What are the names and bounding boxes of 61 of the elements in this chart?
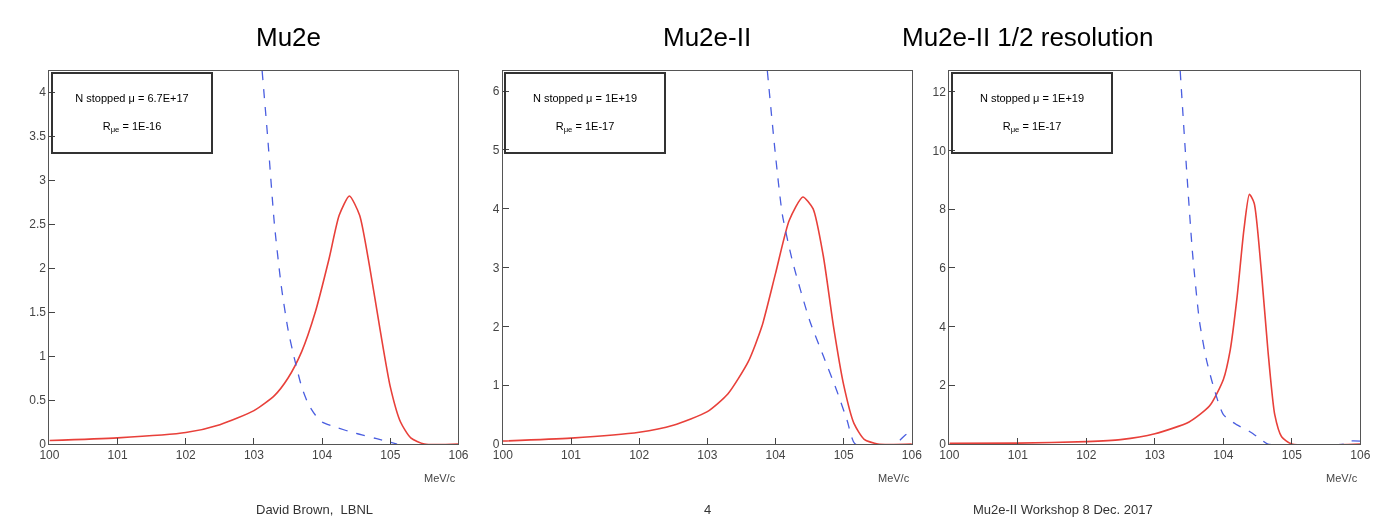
x-tick-label: 102 [629, 448, 650, 463]
x-tick-label: 104 [312, 448, 333, 463]
y-tick-label: 1 [492, 378, 500, 393]
x-tick-label: 106 [448, 448, 469, 463]
y-tick-label: 10 [932, 143, 947, 158]
x-tick-label: 102 [175, 448, 197, 463]
chart-title: Mu2e-II [663, 22, 752, 52]
x-tick-label: 100 [492, 448, 514, 463]
chart-title: Mu2e [256, 22, 322, 52]
y-tick-label: 4 [39, 85, 47, 100]
x-tick-label: 106 [901, 448, 923, 463]
y-tick-label: 8 [939, 202, 947, 217]
chart-title: Mu2e-II 1/2 resolution [902, 22, 1154, 52]
y-tick-label: 3.5 [29, 129, 47, 144]
x-axis-title: MeV/c [424, 472, 456, 484]
text: David Brown, LBNL [256, 502, 374, 517]
annotation: R$_{μe}$ = 1E-16 [102, 120, 162, 135]
line-series [1179, 71, 1361, 445]
x-tick-label: 105 [380, 448, 401, 463]
x-tick-label: 105 [833, 448, 855, 463]
text: Mu2e-II Workshop 8 Dec. 2017 [973, 502, 1153, 517]
y-tick-label: 2 [39, 261, 47, 276]
x-tick-label: 100 [39, 448, 60, 463]
x-tick-label: 103 [1144, 448, 1166, 463]
x-tick-label: 101 [1007, 448, 1029, 463]
y-tick-label: 0.5 [29, 393, 47, 408]
x-tick-label: 104 [765, 448, 786, 463]
annotation: N stopped μ = 1E+19 [532, 91, 638, 104]
line-series [949, 193, 1361, 445]
x-tick-label: 101 [561, 448, 582, 463]
y-tick-label: 3 [492, 260, 500, 275]
x-tick-label: 103 [697, 448, 718, 463]
x-tick-label: 101 [107, 448, 128, 463]
annotation: R$_{μe}$ = 1E-17 [555, 120, 615, 135]
y-tick-label: 2.5 [29, 217, 47, 232]
x-tick-label: 102 [1076, 448, 1097, 463]
annotation: N stopped μ = 1E+19 [979, 91, 1085, 104]
y-tick-label: 2 [492, 319, 500, 334]
x-axis-title: MeV/c [878, 472, 910, 484]
y-tick-label: 3 [39, 173, 47, 188]
x-tick-label: 106 [1350, 448, 1371, 463]
x-tick-label: 100 [939, 448, 960, 463]
y-tick-label: 1.5 [29, 305, 47, 320]
y-tick-label: 5 [492, 143, 500, 158]
text: 4 [704, 502, 712, 517]
annotation: N stopped μ = 6.7E+17 [75, 91, 189, 104]
x-axis-title: MeV/c [1326, 472, 1358, 484]
y-tick-label: 1 [39, 349, 47, 364]
y-tick-label: 12 [932, 84, 947, 99]
x-tick-label: 105 [1281, 448, 1303, 463]
y-tick-label: 2 [939, 378, 947, 393]
y-tick-label: 4 [939, 319, 947, 334]
y-tick-label: 4 [492, 201, 500, 216]
x-tick-label: 104 [1213, 448, 1234, 463]
line-series [502, 196, 912, 445]
line-series [261, 71, 398, 445]
annotation: R$_{μe}$ = 1E-17 [1002, 120, 1062, 135]
line-series [49, 195, 459, 445]
y-tick-label: 6 [492, 84, 500, 99]
y-tick-label: 6 [939, 261, 947, 275]
x-tick-label: 103 [243, 448, 265, 463]
